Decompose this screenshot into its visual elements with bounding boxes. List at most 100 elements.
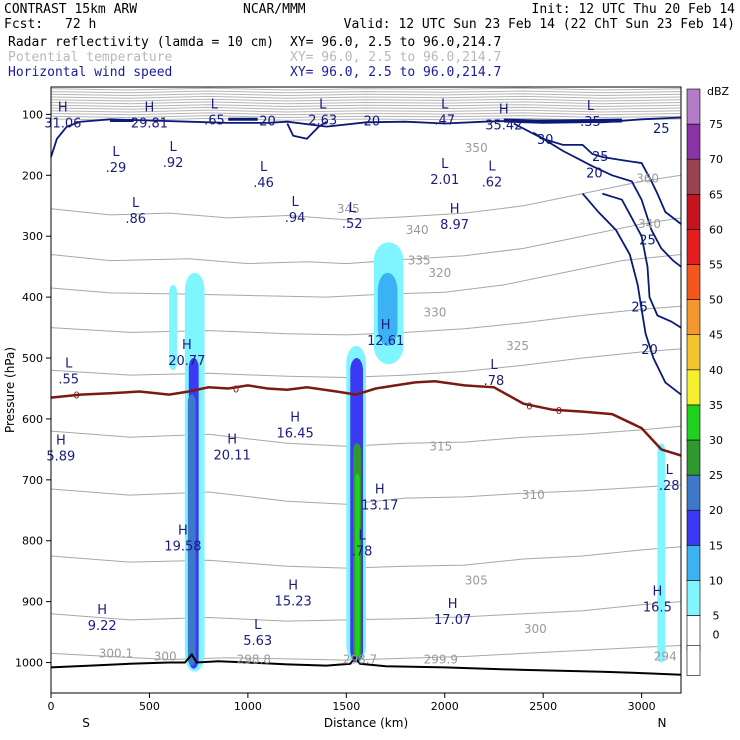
wind-speed-label: 20: [259, 114, 276, 129]
extremum-kind: H: [58, 100, 68, 115]
colorbar-swatch: [686, 88, 701, 125]
extremum-value: 20.11: [214, 448, 251, 463]
theta-label: 300: [154, 649, 177, 663]
extremum-kind: L: [292, 195, 300, 210]
theta-contour: [50, 484, 682, 505]
theta-label: 320: [428, 266, 451, 280]
extremum-value: 31.06: [44, 116, 81, 131]
colorbar-label: 25: [709, 469, 723, 482]
extremum-value: .62: [482, 176, 503, 191]
theta-label: 315: [429, 439, 452, 453]
colorbar-label: 15: [709, 539, 723, 552]
extremum-kind: H: [290, 410, 300, 425]
zero-isotherm-label: 0: [73, 391, 79, 402]
extremum-kind: H: [178, 524, 188, 539]
theta-contour: [50, 174, 682, 221]
extremum-kind: L: [211, 97, 219, 112]
x-tick-label: 1000: [234, 700, 262, 713]
model-title: CONTRAST 15km ARW: [4, 2, 137, 17]
theta-label: 294: [654, 649, 677, 663]
north-end-label: N: [658, 716, 667, 730]
extremum-kind: H: [227, 432, 237, 447]
zero-isotherm-label: 0: [556, 406, 562, 417]
theta-label: 299.9: [424, 653, 458, 667]
theta-contour: [50, 645, 682, 661]
wind-speed-label: 25: [639, 233, 656, 248]
extremum-kind: L: [112, 145, 120, 160]
colorbar-unit: dBZ: [707, 85, 730, 98]
reflectivity-cell: [657, 443, 666, 663]
theta-contour: [50, 348, 682, 379]
theta-label: 298.8: [237, 653, 271, 667]
colorbar-swatch: [686, 580, 701, 616]
x-tick-label: 0: [48, 700, 55, 713]
extremum-kind: H: [381, 318, 391, 333]
theta-contour: [50, 101, 682, 105]
zero-isotherm-label: 0: [233, 384, 239, 395]
extremum-kind: H: [499, 102, 509, 117]
extremum-kind: L: [254, 618, 262, 633]
extremum-value: .78: [484, 374, 505, 389]
extremum-value: 17.07: [434, 613, 471, 628]
y-tick-label: 700: [22, 474, 43, 487]
extremum-kind: H: [288, 579, 298, 594]
extremum-value: .52: [342, 217, 363, 232]
extremum-value: 2.63: [308, 113, 337, 128]
theta-contour: [50, 90, 682, 94]
wind-contour: [513, 122, 682, 225]
zero-isotherm-label: 0: [526, 402, 532, 413]
theta-label: 340: [406, 223, 429, 237]
x-tick-label: 500: [139, 700, 160, 713]
x-tick-label: 2500: [529, 700, 557, 713]
colorbar-label: 70: [709, 153, 723, 166]
y-axis-title: Pressure (hPa): [3, 347, 17, 433]
extremum-value: .35: [580, 115, 601, 130]
extremum-kind: H: [145, 100, 155, 115]
colorbar-label: 75: [709, 118, 723, 131]
extremum-value: 20.77: [168, 354, 205, 369]
reflectivity-fill: [169, 242, 666, 672]
y-tick-label: 800: [22, 535, 43, 548]
wind-speed-label: 25: [653, 122, 670, 137]
extremum-kind: L: [260, 160, 268, 175]
theta-contour: [50, 95, 682, 99]
extremum-value: .86: [125, 212, 146, 227]
extremum-value: 19.58: [164, 540, 201, 555]
colorbar-label: 55: [709, 259, 723, 272]
theta-contour: [50, 305, 682, 336]
wind-contour: [532, 131, 682, 268]
reflectivity-cell: [355, 473, 360, 657]
init-time: Init: 12 UTC Thu 20 Feb 14: [532, 2, 736, 17]
extremum-kind: L: [349, 201, 357, 216]
colorbar-label: 0: [713, 629, 720, 642]
x-tick-label: 2000: [431, 700, 459, 713]
y-tick-label: 900: [22, 596, 43, 609]
fcst-label: Fcst:: [4, 17, 43, 32]
theta-label: 305: [465, 573, 488, 587]
field-xy: XY= 96.0, 2.5 to 96.0,214.7: [290, 35, 501, 50]
theta-contour: [50, 546, 682, 569]
extremum-value: 15.23: [275, 595, 312, 610]
extremum-kind: L: [132, 196, 140, 211]
extremum-kind: L: [441, 157, 449, 172]
wind-speed-label: 20: [364, 114, 381, 129]
extremum-kind: H: [450, 202, 460, 217]
colorbar-label: 40: [709, 364, 723, 377]
south-end-label: S: [82, 716, 90, 730]
extremum-value: .94: [285, 211, 306, 226]
terrain-profile: [50, 652, 682, 676]
theta-label: 325: [506, 339, 529, 353]
plot-area: 0 0 0 0 345 340 335 330 325 320 315 310 305 300 300.1…: [44, 86, 682, 694]
axes: 0 500 1000 1500 2000 2500 30001002003004005006…: [3, 108, 666, 730]
colorbar-swatch: [686, 509, 701, 546]
extremum-kind: H: [375, 482, 385, 497]
colorbar-swatch: [686, 264, 701, 300]
colorbar-swatch: [686, 439, 701, 476]
extremum-kind: L: [488, 160, 496, 175]
zero-isotherm: 0 0 0 0: [50, 379, 682, 457]
extremum-value: 16.5: [643, 601, 672, 616]
theta-label: 340: [638, 217, 661, 231]
extremum-value: .28: [659, 479, 680, 494]
